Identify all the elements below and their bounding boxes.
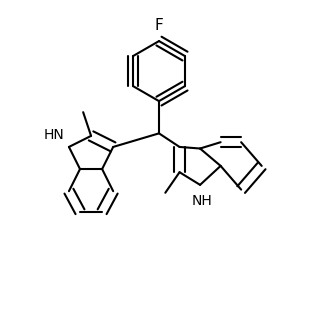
Text: F: F xyxy=(155,18,163,33)
Text: NH: NH xyxy=(191,194,212,208)
Text: HN: HN xyxy=(44,128,64,142)
